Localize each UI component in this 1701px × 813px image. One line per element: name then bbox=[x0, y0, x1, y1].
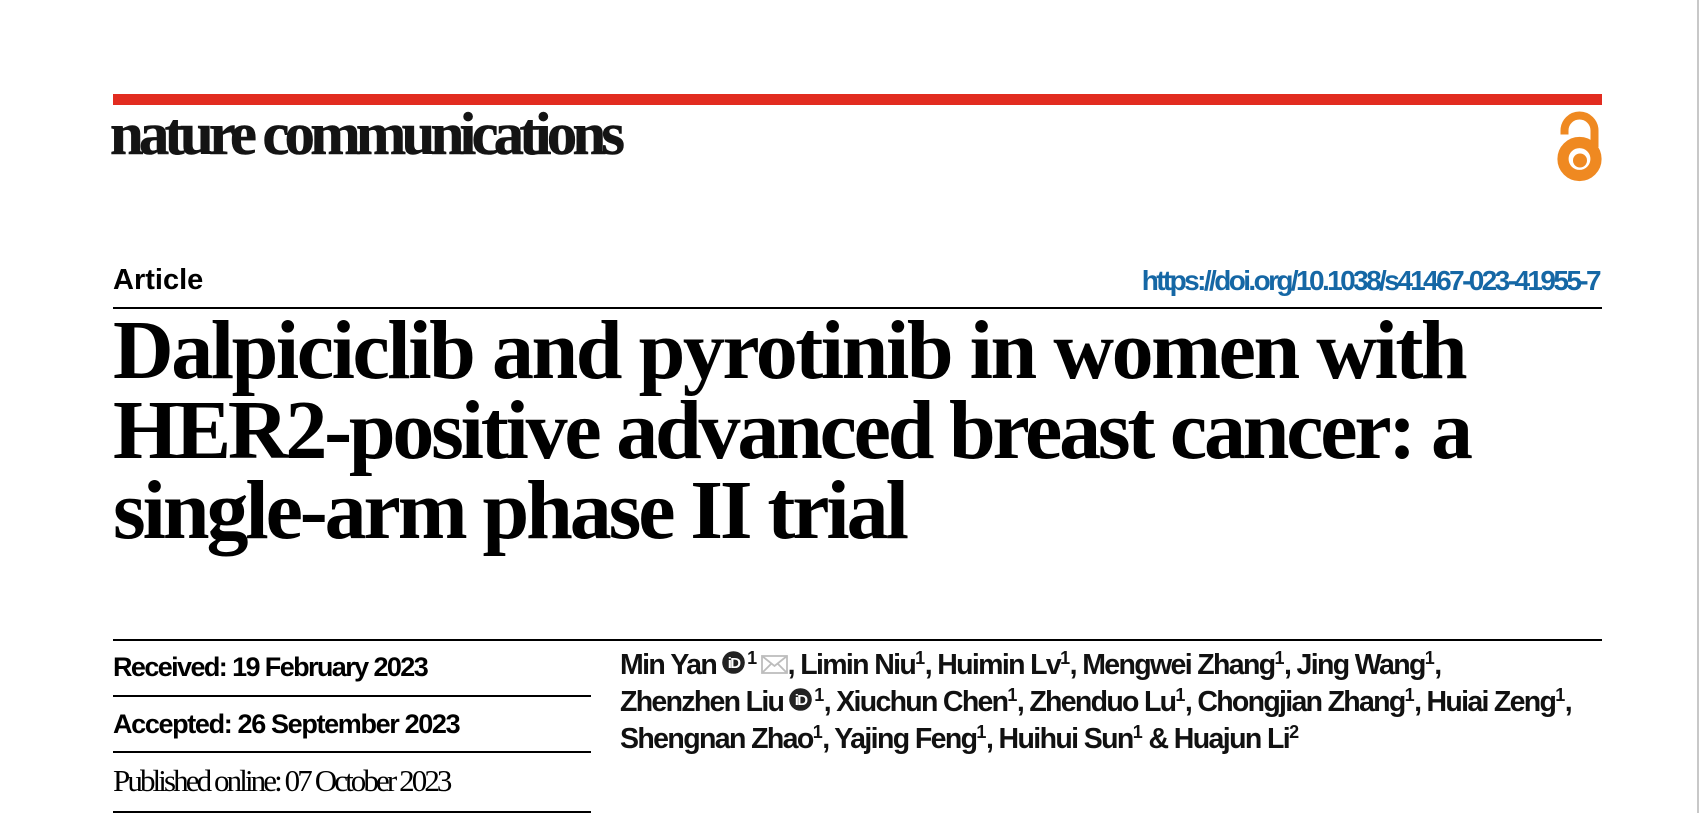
svg-text:iD: iD bbox=[795, 692, 808, 709]
svg-text:iD: iD bbox=[728, 655, 742, 672]
